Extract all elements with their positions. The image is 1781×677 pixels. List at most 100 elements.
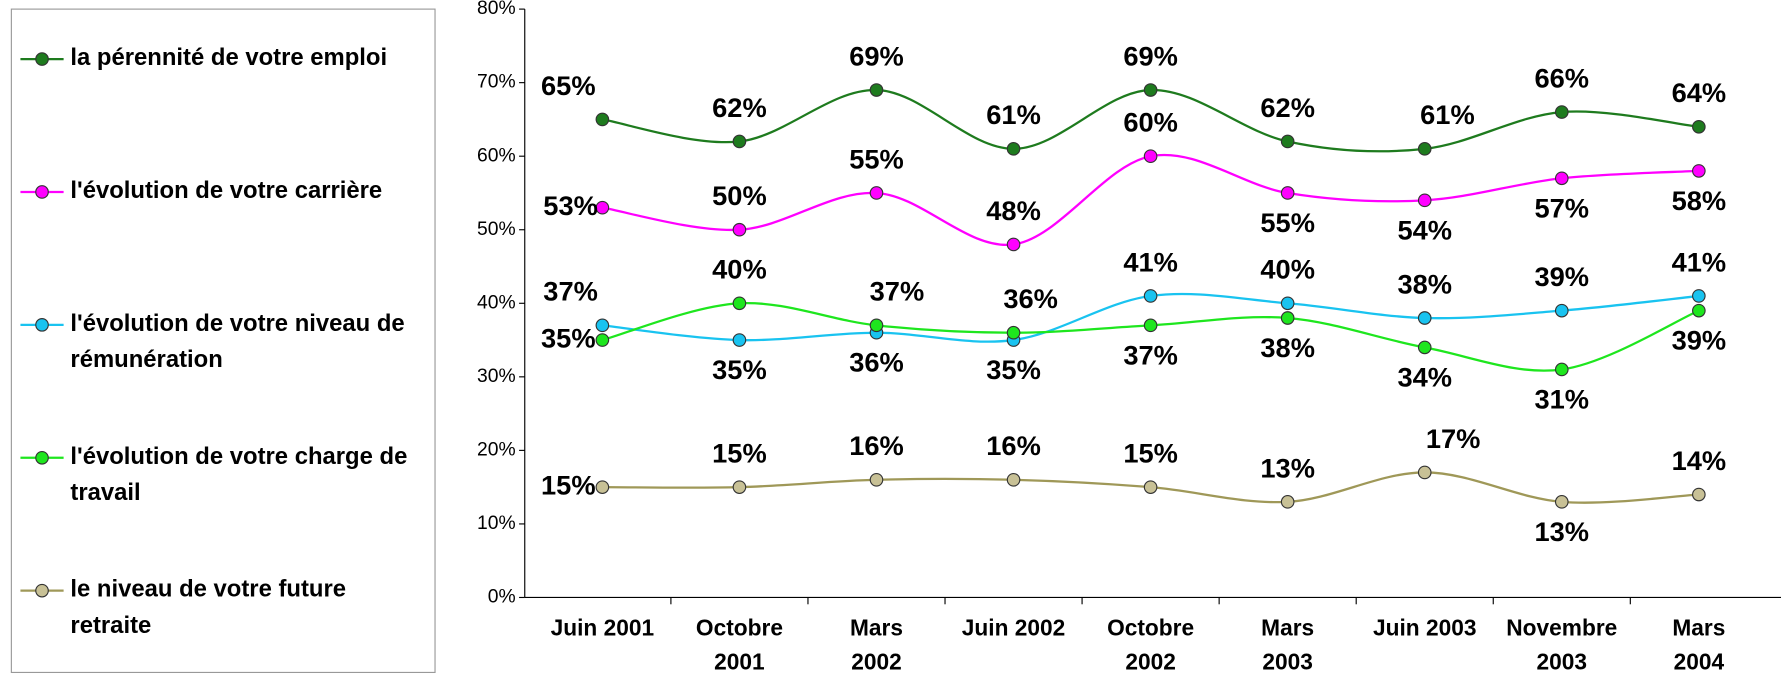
y-tick-label: 80% — [477, 0, 516, 19]
data-point — [732, 134, 747, 149]
data-label: 69% — [849, 40, 904, 71]
data-point — [869, 472, 884, 487]
legend-label: l'évolution de votre charge de travail — [70, 443, 407, 506]
data-label: 61% — [986, 99, 1041, 130]
data-point — [1006, 325, 1021, 340]
data-label: 15% — [712, 438, 767, 469]
data-point — [1692, 289, 1706, 303]
data-point — [1143, 83, 1158, 97]
data-label: 61% — [1420, 99, 1475, 130]
data-point — [595, 112, 610, 127]
data-label: 13% — [1535, 516, 1590, 547]
data-point — [1417, 465, 1432, 480]
data-label: 36% — [1003, 283, 1058, 314]
x-tick-label: Mars — [1672, 614, 1725, 640]
data-label: 37% — [870, 276, 925, 307]
legend-label: la pérennité de votre emploi — [70, 44, 387, 71]
data-point — [1554, 362, 1569, 377]
data-point — [732, 480, 747, 494]
data-point — [1554, 303, 1569, 318]
data-point — [595, 200, 610, 215]
data-label: 15% — [541, 469, 596, 500]
data-point — [1692, 119, 1706, 134]
data-point — [1692, 164, 1706, 178]
data-label: 16% — [986, 430, 1041, 461]
data-label: 15% — [1123, 438, 1178, 469]
y-tick-label: 10% — [477, 513, 516, 534]
data-point — [869, 186, 884, 200]
legend-swatch — [35, 583, 49, 598]
x-tick-label: Novembre — [1506, 614, 1617, 640]
data-point — [732, 296, 747, 311]
x-tick-label: Octobre — [696, 614, 783, 640]
data-label: 39% — [1672, 325, 1727, 356]
data-label: 41% — [1672, 246, 1727, 277]
legend-label: le niveau de votre future retraite — [70, 576, 346, 639]
data-point — [1417, 142, 1432, 156]
data-label: 41% — [1123, 246, 1178, 277]
x-tick-label: Octobre — [1107, 614, 1194, 640]
data-point — [869, 83, 884, 97]
data-point — [1692, 487, 1706, 502]
legend-swatch — [35, 450, 49, 465]
data-point — [1280, 296, 1295, 311]
x-tick-label: 2001 — [714, 648, 765, 674]
data-label: 16% — [849, 430, 904, 461]
data-label: 40% — [712, 254, 767, 285]
data-point — [732, 333, 747, 347]
data-label: 13% — [1260, 452, 1315, 483]
data-label: 37% — [1123, 339, 1178, 370]
data-label: 55% — [849, 143, 904, 174]
data-label: 55% — [1260, 207, 1315, 238]
legend-label: l'évolution de votre carrière — [70, 177, 382, 204]
data-label: 50% — [712, 180, 767, 211]
x-tick-label: Mars — [1261, 614, 1314, 640]
data-point — [1554, 105, 1569, 119]
data-label: 31% — [1535, 383, 1590, 414]
y-tick-label: 60% — [477, 145, 516, 166]
x-tick-label: 2002 — [1125, 648, 1176, 674]
y-tick-label: 0% — [488, 587, 516, 608]
y-tick-label: 20% — [477, 439, 516, 460]
data-point — [1280, 186, 1295, 200]
y-tick-label: 50% — [477, 219, 516, 240]
data-label: 38% — [1397, 268, 1452, 299]
data-point — [732, 222, 747, 237]
data-point — [595, 333, 610, 347]
data-label: 53% — [543, 190, 598, 221]
data-label: 57% — [1535, 192, 1590, 223]
data-point — [1417, 311, 1432, 325]
x-tick-label: 2003 — [1262, 648, 1313, 674]
x-tick-label: Juin 2003 — [1373, 614, 1476, 640]
x-tick-label: 2004 — [1674, 648, 1725, 674]
data-point — [1692, 303, 1706, 318]
data-label: 35% — [986, 354, 1041, 385]
data-point — [869, 318, 884, 333]
x-tick-label: Mars — [850, 614, 903, 640]
data-point — [1143, 480, 1158, 494]
y-tick-label: 30% — [477, 366, 516, 387]
data-point — [1006, 472, 1021, 487]
data-label: 38% — [1260, 332, 1315, 363]
data-point — [595, 480, 610, 494]
data-label: 36% — [849, 347, 904, 378]
data-label: 17% — [1426, 423, 1481, 454]
data-point — [1143, 318, 1158, 333]
legend-box — [10, 8, 436, 674]
data-point — [1280, 311, 1295, 325]
data-label: 40% — [1260, 254, 1315, 285]
legend-label: l'évolution de votre niveau de rémunérati… — [70, 310, 404, 373]
data-label: 64% — [1672, 77, 1727, 108]
legend-swatch — [35, 52, 49, 66]
data-label: 65% — [541, 70, 596, 101]
data-point — [1143, 289, 1158, 303]
data-point — [1280, 134, 1295, 149]
data-label: 34% — [1397, 361, 1452, 392]
data-point — [1143, 149, 1158, 164]
y-tick-label: 70% — [477, 72, 516, 93]
x-tick-label: 2003 — [1537, 648, 1588, 674]
data-label: 39% — [1535, 261, 1590, 292]
data-point — [1280, 495, 1295, 509]
